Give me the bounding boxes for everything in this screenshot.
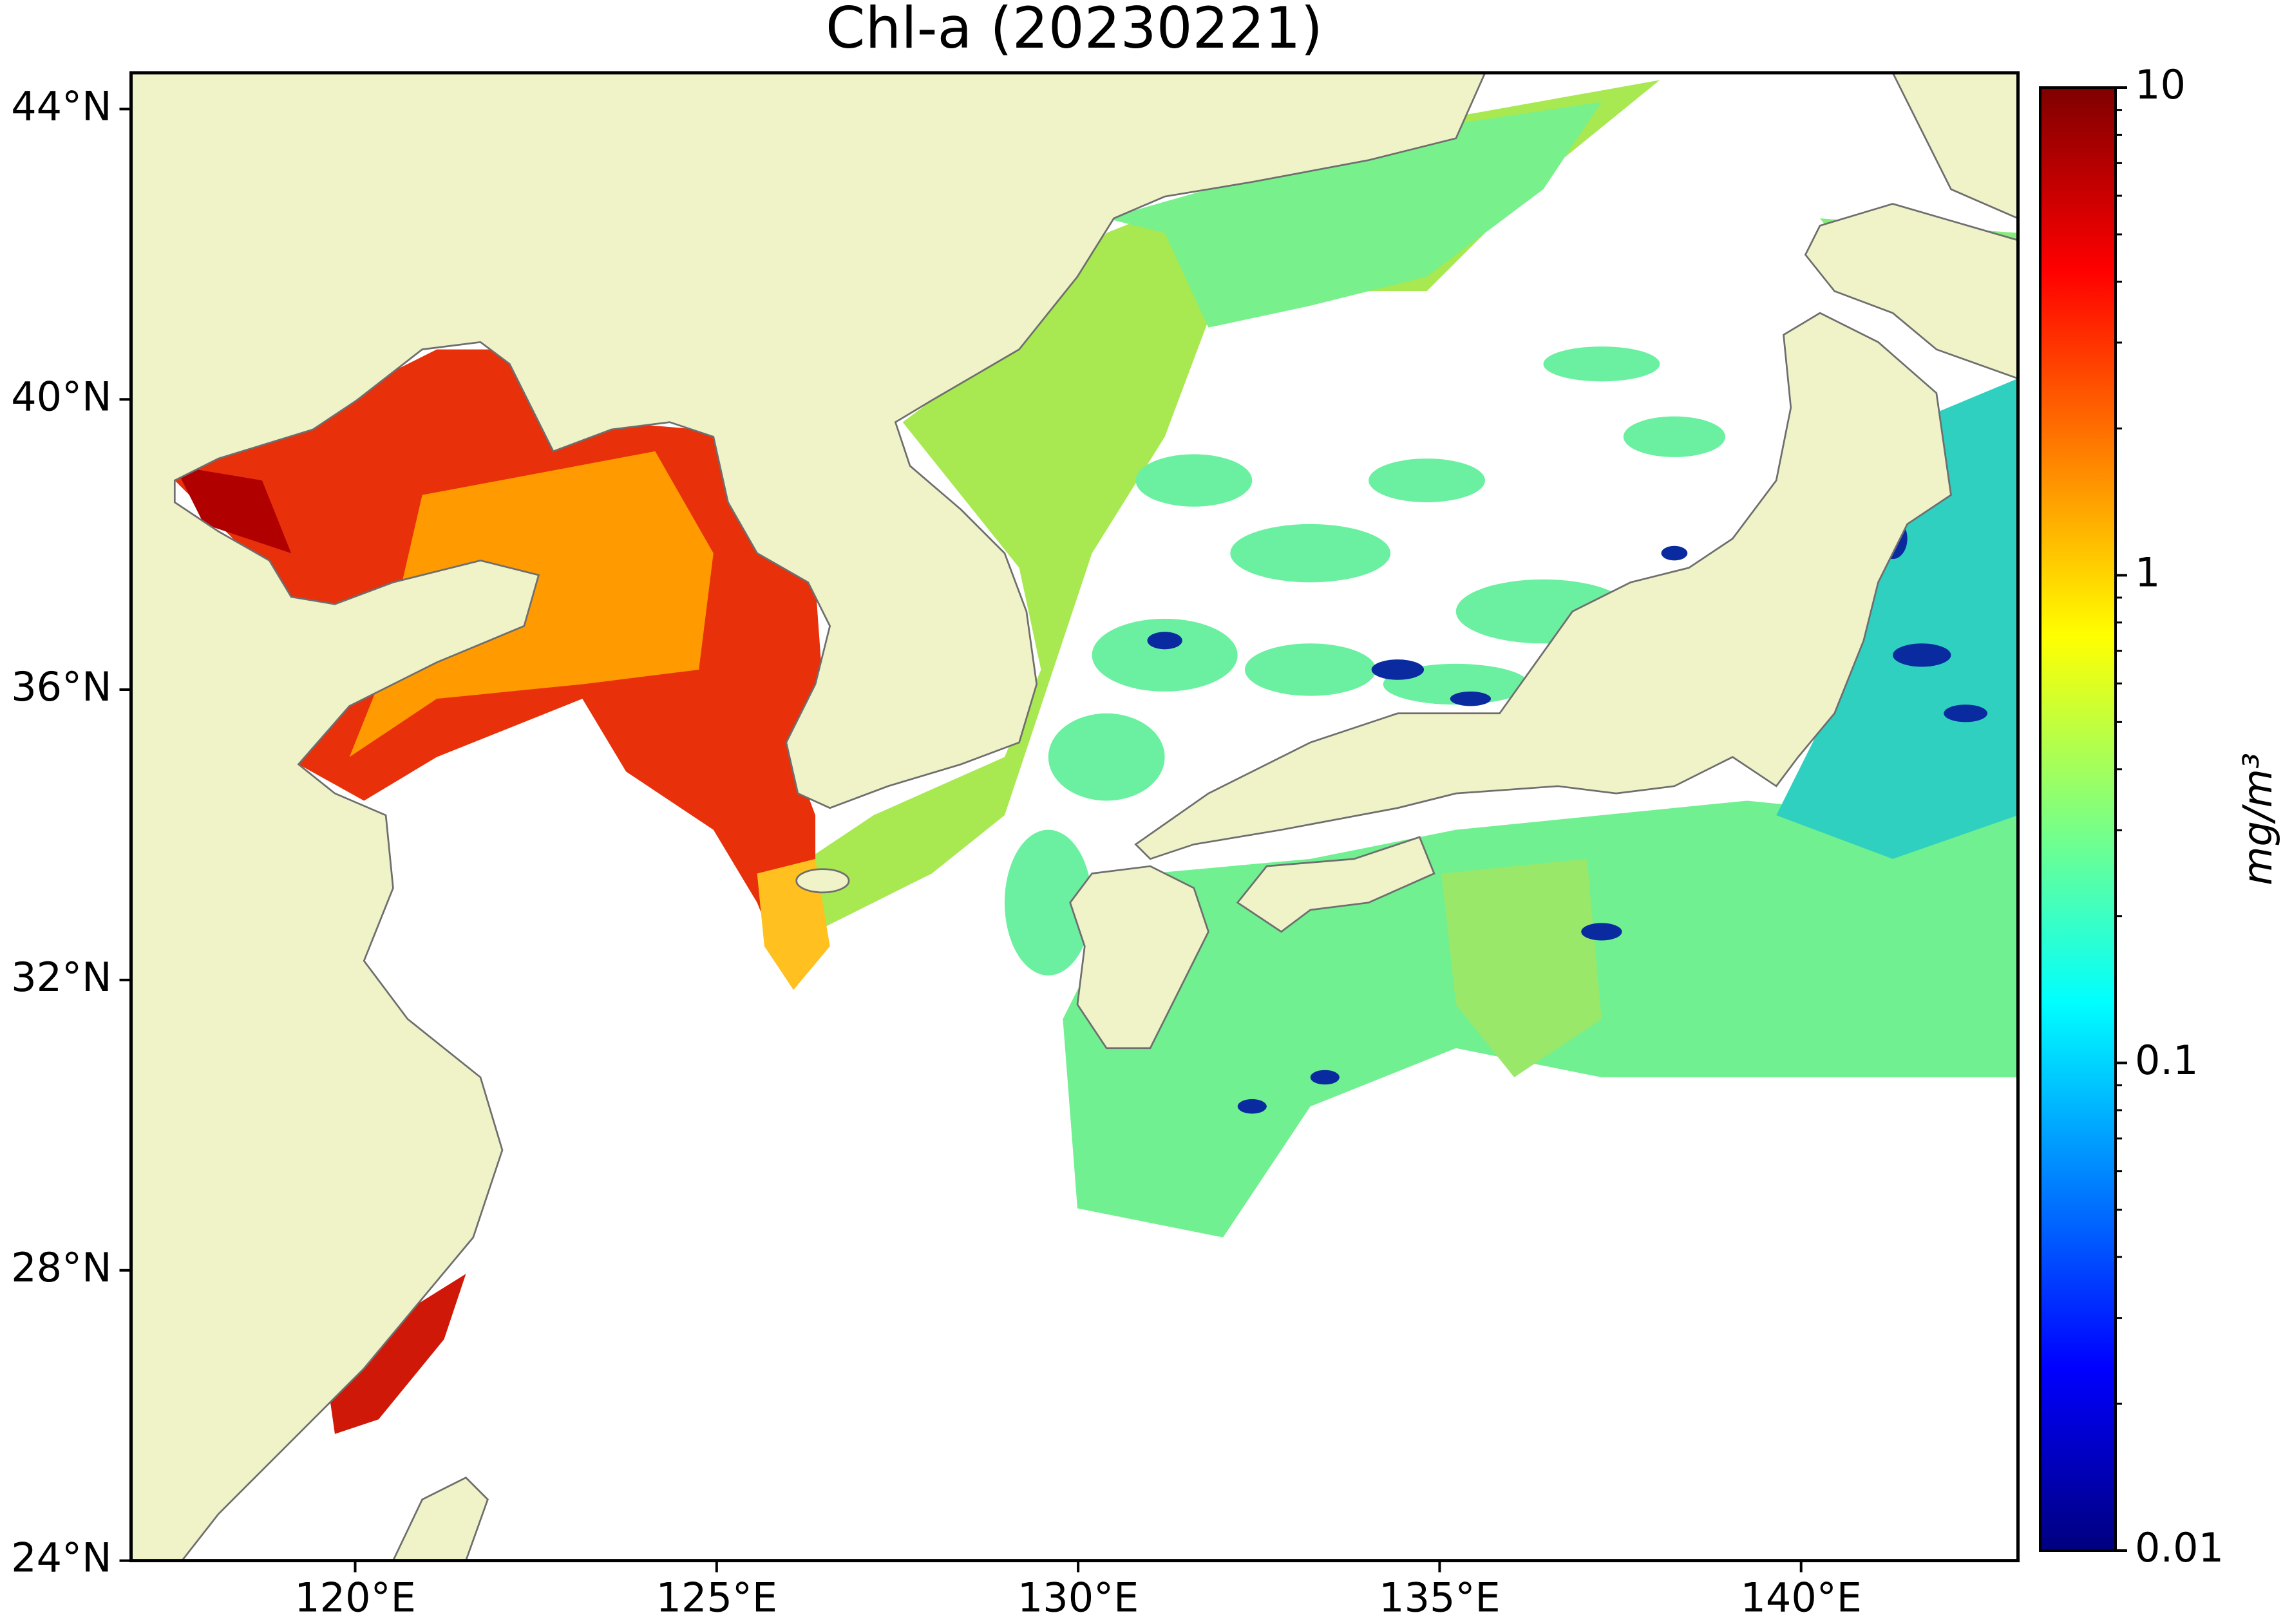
x-tick-label: 130°E xyxy=(1018,1574,1139,1621)
y-tick-label: 32°N xyxy=(11,954,111,1001)
x-tick-label: 140°E xyxy=(1740,1574,1862,1621)
chl-patch xyxy=(349,451,714,757)
kyushu xyxy=(1069,865,1209,1050)
x-tick-label: 135°E xyxy=(1379,1574,1501,1621)
chl-patch xyxy=(327,1274,466,1434)
mainland xyxy=(131,73,1486,1561)
land xyxy=(131,73,2018,1561)
y-tick-label: 40°N xyxy=(11,373,111,420)
chl-speckles xyxy=(1004,346,1791,976)
y-tick-label: 24°N xyxy=(11,1534,111,1582)
plot-frame xyxy=(129,71,2020,1563)
y-tick-label: 36°N xyxy=(11,663,111,710)
chart-title: Chl-a (20230221) xyxy=(826,0,1323,61)
chl-patch xyxy=(175,466,292,554)
chl-patch xyxy=(1776,378,2018,859)
x-tick-label: 125°E xyxy=(656,1574,778,1621)
x-tick-label: 120°E xyxy=(294,1574,416,1621)
colorbar xyxy=(2039,86,2117,1552)
colorbar-tick-label: 0.1 xyxy=(2135,1037,2199,1084)
colorbar-tick-label: 10 xyxy=(2135,61,2186,108)
chl-patch xyxy=(1106,102,1602,328)
colorbar-tick-label: 1 xyxy=(2135,549,2160,596)
y-tick-label: 44°N xyxy=(11,82,111,129)
hokkaido xyxy=(1804,203,2018,380)
honshu xyxy=(1134,312,1952,860)
low-chl-speckles xyxy=(1147,518,1987,1114)
colorbar-tick-label: 0.01 xyxy=(2135,1524,2224,1571)
jeju xyxy=(795,868,850,894)
map xyxy=(131,73,2018,1561)
shikoku xyxy=(1236,836,1435,933)
colorbar-label: mg/m³ xyxy=(2234,753,2281,885)
y-tick-label: 28°N xyxy=(11,1244,111,1291)
chl-patch xyxy=(1441,858,1602,1077)
